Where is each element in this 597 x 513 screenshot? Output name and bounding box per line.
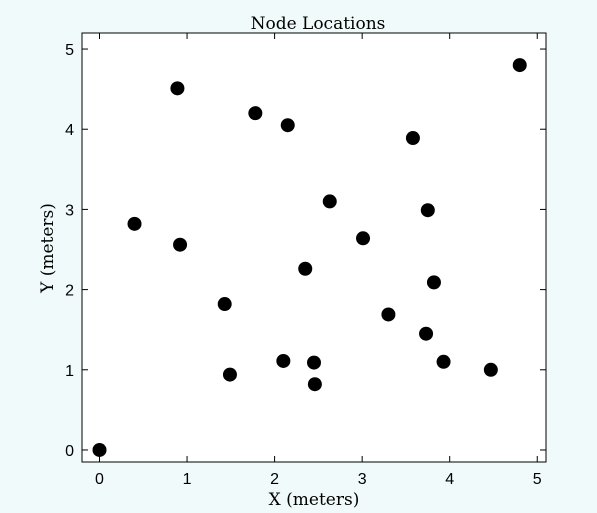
node-point — [483, 362, 498, 377]
node-point — [307, 377, 322, 392]
node-point — [248, 106, 263, 121]
node-point — [381, 307, 396, 322]
chart-title: Node Locations — [251, 14, 386, 34]
data-points — [92, 58, 527, 457]
x-tick-label: 2 — [270, 471, 279, 488]
x-axis-label: X (meters) — [269, 490, 360, 510]
y-tick-label: 2 — [65, 283, 74, 300]
node-point — [276, 353, 291, 368]
node-point — [322, 194, 337, 209]
x-tick-label: 0 — [95, 471, 104, 488]
node-point — [217, 297, 232, 312]
x-tick-label: 5 — [533, 471, 542, 488]
tick-labels: 0 1 2 3 4 5 0 1 2 3 4 5 — [65, 42, 542, 488]
node-point — [307, 355, 321, 370]
node-point — [356, 231, 371, 246]
y-axis-label: Y (meters) — [38, 203, 58, 294]
node-point — [405, 131, 420, 146]
node-point — [426, 275, 441, 290]
node-point — [92, 442, 107, 457]
x-tick-label: 3 — [358, 471, 367, 488]
x-tick-label: 1 — [183, 471, 192, 488]
node-point — [127, 216, 142, 231]
node-point — [420, 203, 435, 218]
node-point — [436, 354, 451, 369]
y-tick-label: 1 — [65, 363, 74, 380]
plot-area — [81, 32, 547, 463]
y-tick-label: 3 — [65, 202, 74, 219]
node-point — [173, 237, 188, 252]
node-point — [222, 367, 237, 382]
y-tick-label: 4 — [65, 122, 74, 139]
node-point — [170, 81, 185, 96]
node-point — [512, 58, 527, 73]
y-tick-label: 5 — [65, 42, 74, 59]
x-tick-label: 4 — [445, 471, 454, 488]
node-point — [419, 326, 434, 341]
tick-marks — [82, 33, 546, 462]
y-tick-label: 0 — [65, 443, 74, 460]
node-point — [280, 118, 295, 133]
node-point — [298, 261, 313, 276]
